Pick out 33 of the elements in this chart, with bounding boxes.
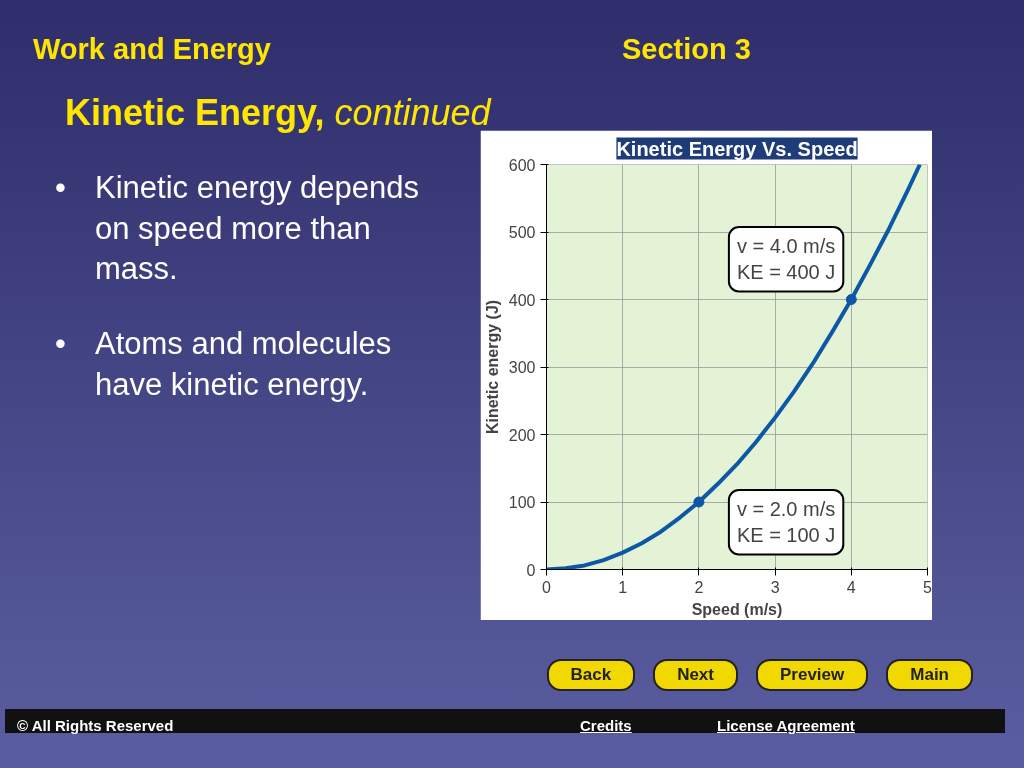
y-tick-label: 500 (508, 224, 536, 241)
x-tick-label: 3 (770, 578, 780, 596)
y-tick-label: 100 (508, 494, 536, 511)
text: Back (546, 659, 636, 692)
text: Preview (756, 659, 869, 692)
x-tick-label: 0 (542, 578, 552, 596)
x-axis-title: Speed (m/s) (691, 600, 783, 618)
text: • (55, 325, 67, 364)
y-tick-label: 300 (508, 359, 536, 376)
x-tick-label: 1 (618, 578, 628, 596)
text: Next (653, 659, 738, 692)
chart-title: Kinetic Energy Vs. Speed (616, 137, 858, 160)
text: Work and Energy (33, 32, 271, 67)
y-tick-label: 0 (526, 561, 536, 579)
annotation: v = 4.0 m/s KE = 400 J (736, 235, 836, 284)
y-tick-label: 600 (508, 156, 536, 174)
annotation: v = 2.0 m/s KE = 100 J (736, 498, 836, 547)
y-tick-label: 200 (508, 426, 536, 444)
x-tick-label: 5 (923, 578, 933, 596)
text: continued (334, 92, 491, 133)
text: • (55, 169, 67, 208)
text: Section 3 (622, 32, 751, 67)
y-tick-label: 400 (508, 291, 536, 309)
text: Main (886, 659, 973, 692)
text: Kinetic energy depends on speed more than mass. (95, 169, 420, 288)
y-axis-title: Kinetic energy (J) (483, 299, 501, 435)
text: Atoms and molecules have kinetic energy. (95, 325, 393, 404)
x-tick-label: 4 (846, 578, 856, 596)
text: Credits (580, 716, 632, 737)
text: License Agreement (717, 716, 855, 737)
x-tick-label: 2 (694, 578, 704, 596)
text: © All Rights Reserved (17, 717, 174, 735)
text: Kinetic Energy, (65, 92, 325, 133)
